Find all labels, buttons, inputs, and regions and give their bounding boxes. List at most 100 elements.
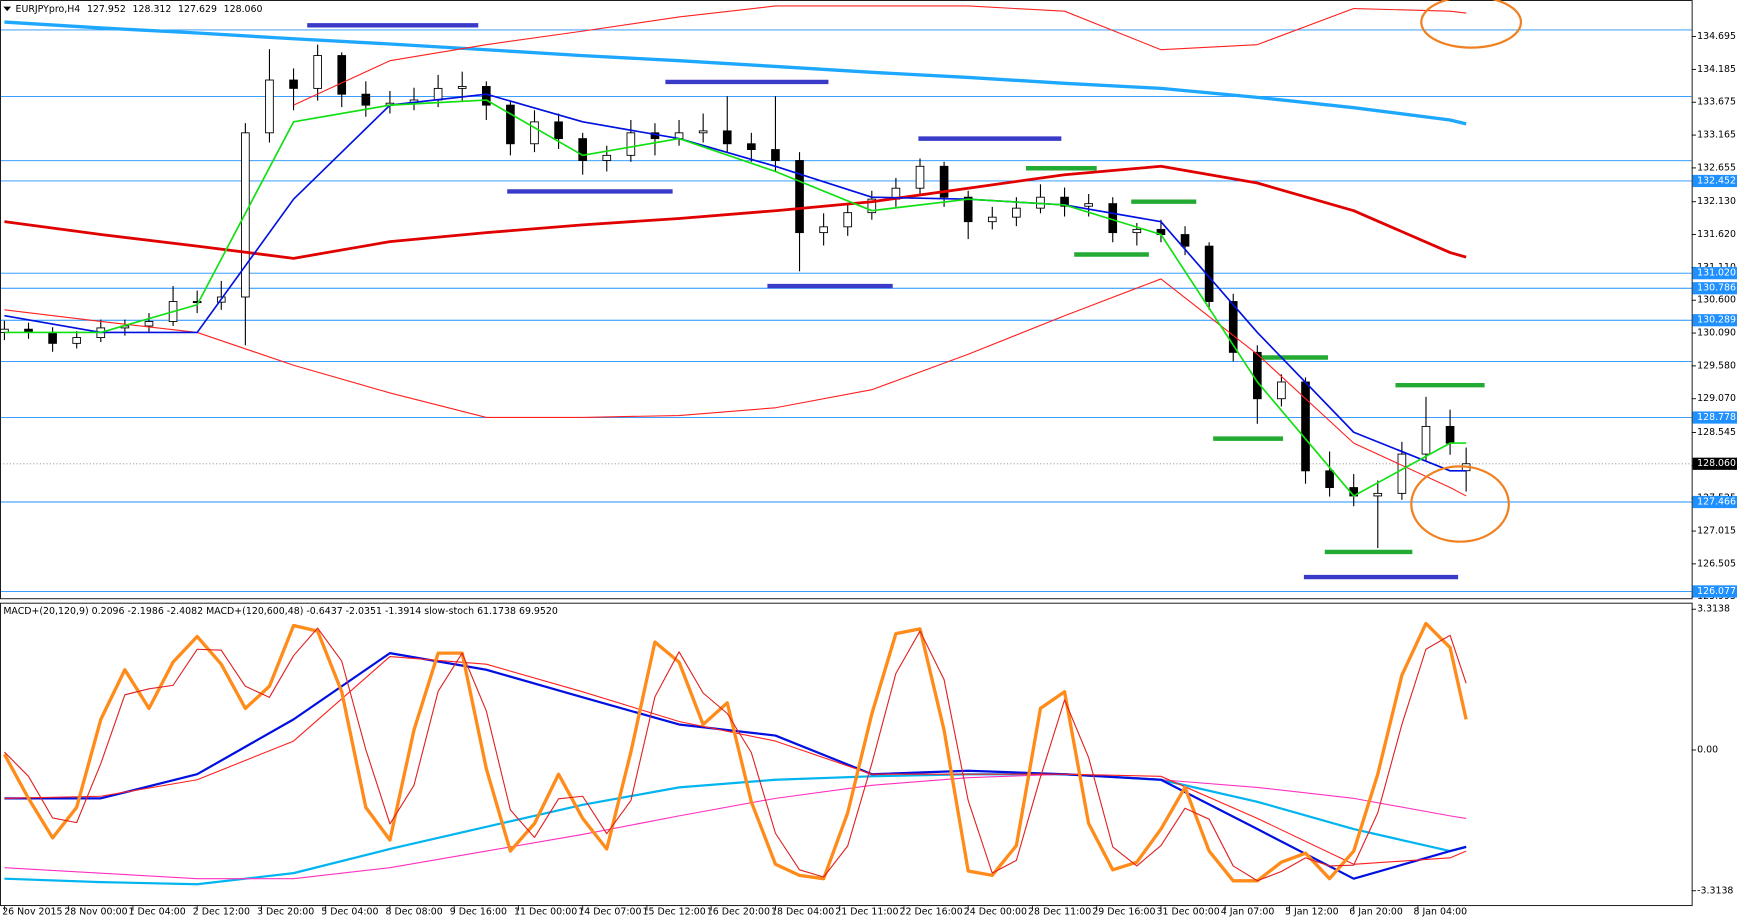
y-tick-label: 129.580 (1697, 360, 1736, 371)
candle-body (963, 196, 973, 223)
indicator-line (4, 652, 1467, 880)
candle-body (192, 301, 202, 304)
candle-body (915, 165, 925, 189)
indicator-line (4, 773, 1467, 880)
candle-body (698, 130, 708, 134)
y-tick-label: 133.675 (1697, 97, 1736, 108)
x-tick-label: 5 Jan 12:00 (1285, 907, 1339, 918)
indicator-pane (2, 621, 1468, 886)
current-price-label: 128.060 (1697, 458, 1736, 469)
x-tick-label: 5 Dec 04:00 (321, 907, 378, 918)
candle-body (289, 79, 298, 89)
candle-body (1373, 492, 1383, 497)
candle-body (1325, 470, 1334, 489)
y-tick-label: 134.695 (1697, 31, 1736, 42)
price-label: 131.020 (1697, 268, 1736, 279)
y-tick-label: 132.655 (1697, 162, 1736, 173)
price-label-box (1692, 314, 1737, 327)
symbol: EURJPYpro,H4 (16, 3, 81, 14)
candle-body (313, 55, 322, 89)
y-tick-label: 130.090 (1697, 328, 1736, 339)
candle-body (819, 226, 828, 234)
candle-body (1253, 351, 1262, 400)
indicator-line (4, 627, 1467, 882)
x-tick-label: 22 Dec 16:00 (900, 907, 963, 918)
candle-body (1060, 196, 1069, 207)
header-price: 127.629 (178, 3, 217, 14)
candle-body (1277, 381, 1286, 400)
x-tick-label: 14 Dec 07:00 (578, 907, 641, 918)
candle-body (361, 93, 371, 106)
candle-body (554, 121, 563, 140)
x-tick-label: 8 Dec 08:00 (385, 907, 442, 918)
candle-body (1132, 228, 1142, 234)
y-tick-label: 128.545 (1697, 427, 1736, 438)
x-tick-label: 3 Dec 20:00 (257, 907, 314, 918)
indicator-line (4, 93, 1467, 472)
x-tick-label: 8 Jan 04:00 (1414, 907, 1468, 918)
price-label: 126.077 (1697, 586, 1736, 597)
candle-body (457, 86, 467, 89)
candle-body (626, 132, 636, 156)
price-label-box (1692, 282, 1737, 295)
price-label: 132.452 (1697, 175, 1736, 186)
header-price: 127.952 (87, 3, 126, 14)
x-tick-label: 29 Dec 16:00 (1092, 907, 1155, 918)
candle-body (265, 79, 274, 134)
x-tick-label: 6 Jan 20:00 (1349, 907, 1403, 918)
price-label-box (1692, 174, 1737, 188)
x-tick-label: 2 Dec 12:00 (193, 907, 250, 918)
price-label: 130.289 (1697, 315, 1736, 326)
y-tick-label: -3.3138 (1697, 885, 1733, 896)
price-label-box (1692, 267, 1737, 280)
current-price-box (1692, 457, 1737, 470)
main-frame (0, 0, 1693, 600)
candle-body (1084, 203, 1093, 207)
y-tick-label: 3.3138 (1697, 604, 1730, 615)
indicator-line (4, 99, 1467, 497)
x-tick-label: 26 Nov 2015 (2, 907, 62, 918)
candle-body (337, 55, 347, 95)
price-label-box (1692, 495, 1737, 509)
annotation-circle (1420, 0, 1523, 49)
price-label-box (1692, 585, 1737, 598)
candle-body (530, 121, 539, 145)
x-tick-label: 24 Dec 00:00 (964, 907, 1027, 918)
candle-body (939, 165, 949, 198)
y-tick-label: 133.165 (1697, 130, 1736, 141)
candle-body (602, 154, 612, 161)
indicator-line (2, 621, 1468, 883)
x-tick-label: 11 Dec 00:00 (514, 907, 577, 918)
candle-body (747, 143, 756, 151)
y-tick-label: 129.070 (1697, 393, 1736, 404)
y-tick-label: 132.130 (1697, 196, 1736, 207)
candle-body (72, 337, 82, 344)
indicator-line (4, 656, 1467, 865)
indicator-header: MACD+(20,120,9) 0.2096 -2.1986 -2.4082 M… (3, 606, 558, 617)
y-tick-label: 134.185 (1697, 64, 1736, 75)
price-label-box (1692, 411, 1737, 424)
x-tick-label: 15 Dec 12:00 (643, 907, 706, 918)
x-tick-label: 4 Jan 07:00 (1221, 907, 1275, 918)
x-tick-label: 18 Dec 04:00 (771, 907, 834, 918)
candle-body (1301, 381, 1310, 472)
y-tick-label: 0.00 (1697, 744, 1718, 755)
x-tick-label: 16 Dec 20:00 (707, 907, 770, 918)
price-label: 127.466 (1697, 497, 1736, 508)
candle-body (867, 198, 877, 214)
menu-arrow[interactable] (3, 6, 12, 12)
candle-body (1228, 301, 1238, 353)
header-price: 128.312 (133, 3, 172, 14)
candle-body (1012, 207, 1021, 218)
indicator-line (293, 5, 1467, 106)
y-tick-label: 126.505 (1697, 558, 1736, 569)
candle-body (1421, 425, 1431, 455)
x-tick-label: 28 Dec 11:00 (1028, 907, 1091, 918)
candle-body (1445, 425, 1455, 444)
x-tick-label: 28 Nov 00:00 (64, 907, 127, 918)
chart-header: EURJPYpro,H4 127.952 128.312 127.629 128.060 (16, 3, 263, 14)
candle-body (1180, 234, 1190, 247)
price-label: 128.778 (1697, 412, 1736, 423)
